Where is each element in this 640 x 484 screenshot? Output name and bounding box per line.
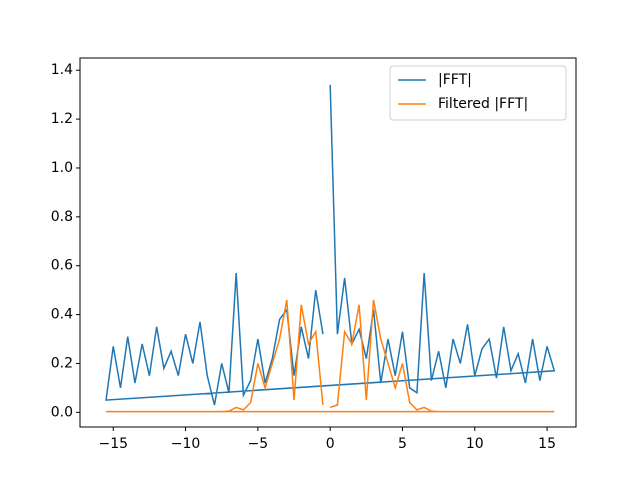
y-tick-label: 0.6 bbox=[51, 258, 73, 274]
legend-label: |FFT| bbox=[438, 72, 472, 88]
y-tick-label: 1.2 bbox=[51, 111, 73, 127]
y-tick-label: 0.2 bbox=[51, 355, 73, 371]
x-tick-label: 15 bbox=[538, 436, 556, 452]
x-tick-label: −15 bbox=[98, 436, 128, 452]
series-line bbox=[105, 84, 556, 406]
y-tick-label: 0.4 bbox=[51, 307, 73, 323]
x-tick-label: 5 bbox=[398, 436, 407, 452]
y-tick-label: 0.8 bbox=[51, 209, 73, 225]
y-tick-label: 1.4 bbox=[51, 62, 73, 78]
x-tick-label: −5 bbox=[248, 436, 269, 452]
x-tick-label: −10 bbox=[171, 436, 201, 452]
y-tick-label: 1.0 bbox=[51, 160, 73, 176]
series-line bbox=[106, 299, 555, 413]
legend-label: Filtered |FFT| bbox=[438, 96, 528, 112]
x-tick-label: 0 bbox=[326, 436, 335, 452]
y-tick-label: 0.0 bbox=[51, 404, 73, 420]
legend-box bbox=[389, 65, 567, 121]
x-tick-label: 10 bbox=[466, 436, 484, 452]
